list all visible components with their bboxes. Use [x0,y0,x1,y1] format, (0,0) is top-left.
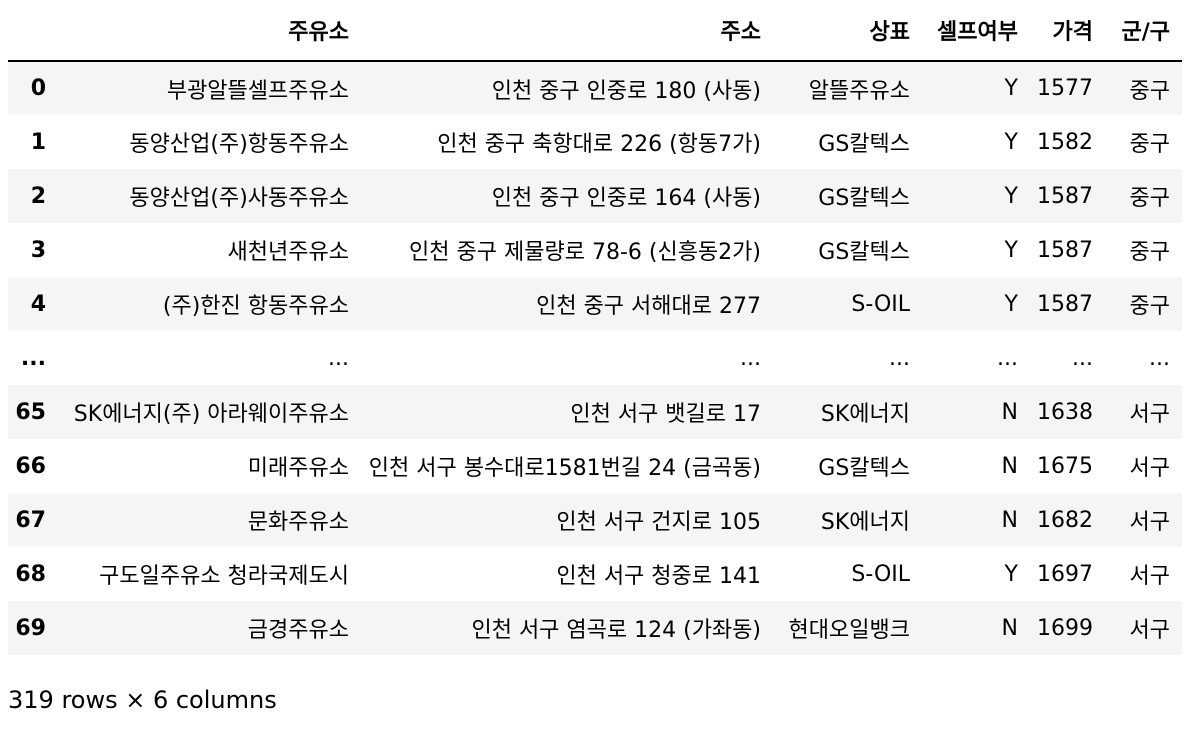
row-index: 68 [15,561,46,587]
cell-price: 1587 [1037,291,1093,317]
cell-address: 인천 서구 건지로 105 [556,510,761,535]
cell-price: 1699 [1037,615,1093,641]
cell-self: Y [1004,183,1018,209]
table-row: 3 새천년주유소 인천 중구 제물량로 78-6 (신흥동2가) GS칼텍스 Y… [8,223,1182,277]
header-self: 셀프여부 [922,0,1030,62]
cell-brand: SK에너지 [820,510,910,535]
cell-price: 1697 [1037,561,1093,587]
cell-district: 중구 [1129,78,1170,104]
row-index: 2 [30,183,46,209]
cell-address: 인천 중구 서해대로 277 [536,294,761,319]
row-index: 69 [15,615,46,641]
cell-station: 구도일주유소 청라국제도시 [99,564,349,589]
cell-brand: S-OIL [851,291,910,317]
table-row: 2 동양산업(주)사동주유소 인천 중구 인중로 164 (사동) GS칼텍스 … [8,169,1182,223]
cell-station: 문화주유소 [247,510,349,535]
row-index: ... [20,345,46,371]
cell-self: N [1001,399,1018,425]
row-index: 4 [30,291,46,317]
cell-district: 서구 [1129,402,1170,427]
row-index: 65 [15,399,46,425]
cell-district: 서구 [1129,618,1170,643]
table-row: 65 SK에너지(주) 아라웨이주유소 인천 서구 뱃길로 17 SK에너지 N… [8,385,1182,439]
dataframe-shape-summary: 319 rows × 6 columns [8,686,277,714]
header-address: 주소 [361,0,773,62]
cell-address: 인천 중구 제물량로 78-6 (신흥동2가) [409,240,761,265]
cell-district: 중구 [1129,132,1170,157]
cell-brand: 알뜰주유소 [808,78,910,104]
ellipsis-row: ... ... ... ... ... ... ... [8,331,1182,385]
cell-station: 미래주유소 [247,456,349,481]
table-row: 4 (주)한진 항동주유소 인천 중구 서해대로 277 S-OIL Y 158… [8,277,1182,331]
cell-address: 인천 서구 봉수대로1581번길 24 (금곡동) [368,456,761,481]
header-price: 가격 [1030,0,1105,62]
cell-station: 동양산업(주)사동주유소 [129,186,349,211]
cell-brand: GS칼텍스 [818,456,910,481]
table-row: 67 문화주유소 인천 서구 건지로 105 SK에너지 N 1682 서구 [8,493,1182,547]
cell-self: Y [1004,237,1018,263]
cell-brand: ... [889,345,910,371]
header-brand: 상표 [773,0,922,62]
cell-address: 인천 중구 인중로 180 (사동) [491,78,761,104]
row-index: 0 [30,76,46,101]
header-station: 주유소 [58,0,361,62]
cell-district: 서구 [1129,456,1170,481]
cell-station: ... [328,345,349,371]
cell-district: 중구 [1129,294,1170,319]
cell-station: 부광알뜰셀프주유소 [166,78,349,104]
cell-price: 1682 [1037,507,1093,533]
cell-station: SK에너지(주) 아라웨이주유소 [73,402,349,427]
dataframe-table: 주유소 주소 상표 셀프여부 가격 군/구 0 부광알뜰셀프주유소 인천 중구 … [8,0,1182,655]
cell-price: 1582 [1037,129,1093,155]
cell-district: 서구 [1129,510,1170,535]
cell-address: 인천 서구 염곡로 124 (가좌동) [471,618,761,643]
cell-station: (주)한진 항동주유소 [162,294,349,319]
row-index: 66 [15,453,46,479]
table-row: 1 동양산업(주)항동주유소 인천 중구 축항대로 226 (항동7가) GS칼… [8,115,1182,169]
cell-self: N [1001,615,1018,641]
cell-price: 1587 [1037,237,1093,263]
row-index: 1 [30,129,46,155]
row-index: 67 [15,507,46,533]
cell-brand: GS칼텍스 [818,240,910,265]
cell-brand: SK에너지 [820,402,910,427]
table-row: 68 구도일주유소 청라국제도시 인천 서구 청중로 141 S-OIL Y 1… [8,547,1182,601]
cell-price: 1638 [1037,399,1093,425]
row-index: 3 [30,237,46,263]
header-row: 주유소 주소 상표 셀프여부 가격 군/구 [8,0,1182,62]
cell-address: ... [740,345,761,371]
cell-address: 인천 중구 인중로 164 (사동) [491,186,761,211]
cell-station: 동양산업(주)항동주유소 [129,132,349,157]
cell-self: Y [1004,561,1018,587]
cell-self: Y [1004,291,1018,317]
cell-brand: S-OIL [851,561,910,587]
cell-address: 인천 서구 뱃길로 17 [570,402,761,427]
header-district: 군/구 [1105,0,1182,62]
cell-address: 인천 중구 축항대로 226 (항동7가) [437,132,761,157]
cell-station: 금경주유소 [247,618,349,643]
cell-price: 1577 [1037,76,1093,101]
cell-self: N [1001,453,1018,479]
cell-district: 서구 [1129,564,1170,589]
cell-district: 중구 [1129,186,1170,211]
cell-self: Y [1004,129,1018,155]
cell-price: ... [1072,345,1093,371]
table-row: 66 미래주유소 인천 서구 봉수대로1581번길 24 (금곡동) GS칼텍스… [8,439,1182,493]
cell-station: 새천년주유소 [227,240,349,265]
table-row: 69 금경주유소 인천 서구 염곡로 124 (가좌동) 현대오일뱅크 N 16… [8,601,1182,655]
cell-self: ... [997,345,1018,371]
cell-district: 중구 [1129,240,1170,265]
cell-self: Y [1004,76,1018,101]
header-index [8,0,58,62]
cell-district: ... [1149,345,1170,371]
table-row: 0 부광알뜰셀프주유소 인천 중구 인중로 180 (사동) 알뜰주유소 Y 1… [8,61,1182,115]
cell-self: N [1001,507,1018,533]
cell-brand: GS칼텍스 [818,132,910,157]
cell-price: 1587 [1037,183,1093,209]
cell-price: 1675 [1037,453,1093,479]
cell-brand: GS칼텍스 [818,186,910,211]
dataframe-container: 주유소 주소 상표 셀프여부 가격 군/구 0 부광알뜰셀프주유소 인천 중구 … [8,0,1182,655]
cell-address: 인천 서구 청중로 141 [556,564,761,589]
cell-brand: 현대오일뱅크 [788,618,910,643]
